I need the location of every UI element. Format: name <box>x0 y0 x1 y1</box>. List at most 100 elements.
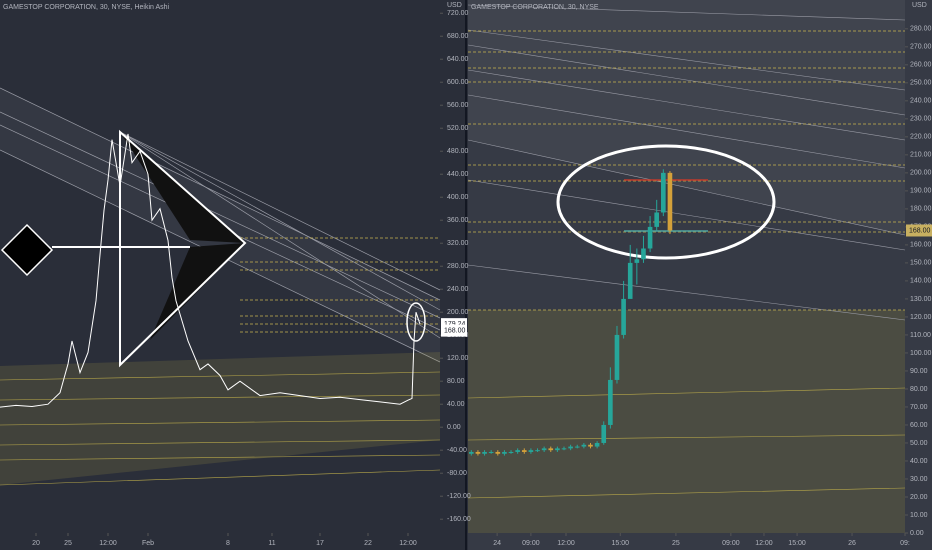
candle-body <box>482 451 487 454</box>
yellow-lines <box>467 387 906 499</box>
y-tick-label: 230.00 <box>910 116 932 123</box>
y-tick-label: 220.00 <box>910 134 932 141</box>
y-tick-label: 600.00 <box>447 79 469 86</box>
y-tick-label: 40.00 <box>447 401 465 408</box>
x-tick-label: 09:00 <box>522 540 540 547</box>
x-tick-label: 26 <box>848 540 856 547</box>
candle-body <box>521 450 527 452</box>
y-axis-label: USD <box>447 2 462 9</box>
y-tick-label: 20.00 <box>910 494 928 501</box>
y-tick-label: -80.00 <box>447 470 467 477</box>
x-tick-label: 25 <box>672 540 680 547</box>
candle-body <box>574 446 580 448</box>
x-tick-label: 09: <box>900 540 910 547</box>
y-tick-label: 210.00 <box>910 152 932 159</box>
candle-body <box>508 451 514 453</box>
x-tick-label: 25 <box>64 540 72 547</box>
candle-body <box>541 448 547 451</box>
x-tick-label: 12:00 <box>399 540 417 547</box>
y-tick-label: 180.00 <box>910 206 932 213</box>
x-tick-label: 12:00 <box>99 540 117 547</box>
candle-body <box>588 444 593 447</box>
y-tick-label: 270.00 <box>910 44 932 51</box>
x-tick-label: 8 <box>226 540 230 547</box>
chart-title: GAMESTOP CORPORATION, 30, NYSE, Heikin A… <box>3 4 170 11</box>
yellow-zone <box>0 352 440 485</box>
y-tick-label: 40.00 <box>910 458 928 465</box>
candle-body <box>627 262 633 299</box>
y-tick-label: 50.00 <box>910 440 928 447</box>
y-tick-label: 240.00 <box>910 98 932 105</box>
candle-body <box>634 259 640 263</box>
price-line <box>0 133 421 408</box>
y-tick-label: 190.00 <box>910 188 932 195</box>
y-tick-label: 10.00 <box>910 512 928 519</box>
circle-marker <box>556 144 776 260</box>
y-tick-label: 200.00 <box>910 170 932 177</box>
candle-body <box>667 172 673 231</box>
y-tick-label: 720.00 <box>447 10 469 17</box>
y-tick-label: 150.00 <box>910 260 932 267</box>
candle-body <box>561 448 567 450</box>
price-box <box>441 324 467 337</box>
y-tick-label: 80.00 <box>910 386 928 393</box>
y-tick-label: 120.00 <box>910 314 932 321</box>
price-label: 179.24 <box>444 321 466 328</box>
y-tick-label: 400.00 <box>447 194 469 201</box>
x-tick-label: 09:00 <box>722 540 740 547</box>
y-tick-label: 30.00 <box>910 476 928 483</box>
y-tick-label: 480.00 <box>447 148 469 155</box>
y-tick-label: 680.00 <box>447 33 469 40</box>
y-tick-label: 560.00 <box>447 102 469 109</box>
y-tick-label: 260.00 <box>910 62 932 69</box>
y-tick-label: 640.00 <box>447 56 469 63</box>
arrow-shape <box>119 129 247 368</box>
candle-body <box>608 379 613 425</box>
candle-body <box>488 451 494 453</box>
x-tick-label: 12:00 <box>755 540 773 547</box>
candle-body <box>468 451 474 454</box>
y-tick-label: 520.00 <box>447 125 469 132</box>
candle-body <box>594 442 600 447</box>
y-tick-label: -160.00 <box>447 516 471 523</box>
y-tick-label: 100.00 <box>910 350 932 357</box>
candle-body <box>475 451 481 454</box>
y-tick-label: 120.00 <box>447 355 469 362</box>
candle-body <box>515 450 520 452</box>
y-tick-label: -40.00 <box>447 447 467 454</box>
x-tick-label: 15:00 <box>788 540 806 547</box>
x-tick-label: 11 <box>268 540 275 547</box>
dashed-levels <box>240 237 440 333</box>
candle-body <box>621 298 626 335</box>
candle-body <box>581 444 587 447</box>
diamond <box>0 223 54 277</box>
y-tick-label: 130.00 <box>910 296 932 303</box>
price-label: 168.00 <box>444 327 466 334</box>
candle-body <box>555 448 560 451</box>
circle-marker <box>406 302 426 342</box>
y-tick-label: 0.00 <box>910 530 924 537</box>
candle-body <box>647 226 653 249</box>
yellow-zone <box>468 310 905 533</box>
chart-title: GAMESTOP CORPORATION, 30, NYSE <box>471 4 599 11</box>
price-box <box>906 224 932 237</box>
y-tick-label: 360.00 <box>447 217 469 224</box>
x-tick-label: 17 <box>316 540 324 547</box>
x-tick-label: 20 <box>32 540 40 547</box>
x-tick-label: 22 <box>364 540 372 547</box>
candle-body <box>601 424 607 443</box>
candle-body <box>568 446 573 449</box>
candle-body <box>495 451 501 454</box>
y-tick-label: 110.00 <box>910 332 931 339</box>
dashed-levels <box>468 30 905 311</box>
band <box>468 0 905 235</box>
y-tick-label: 70.00 <box>910 404 928 411</box>
x-tick-label: 24 <box>493 540 501 547</box>
y-tick-label: 90.00 <box>910 368 928 375</box>
y-tick-label: 320.00 <box>447 240 469 247</box>
y-tick-label: 200.00 <box>447 309 469 316</box>
y-tick-label: 160.00 <box>910 242 932 249</box>
y-tick-label: 250.00 <box>910 80 932 87</box>
y-tick-label: 280.00 <box>910 26 932 33</box>
